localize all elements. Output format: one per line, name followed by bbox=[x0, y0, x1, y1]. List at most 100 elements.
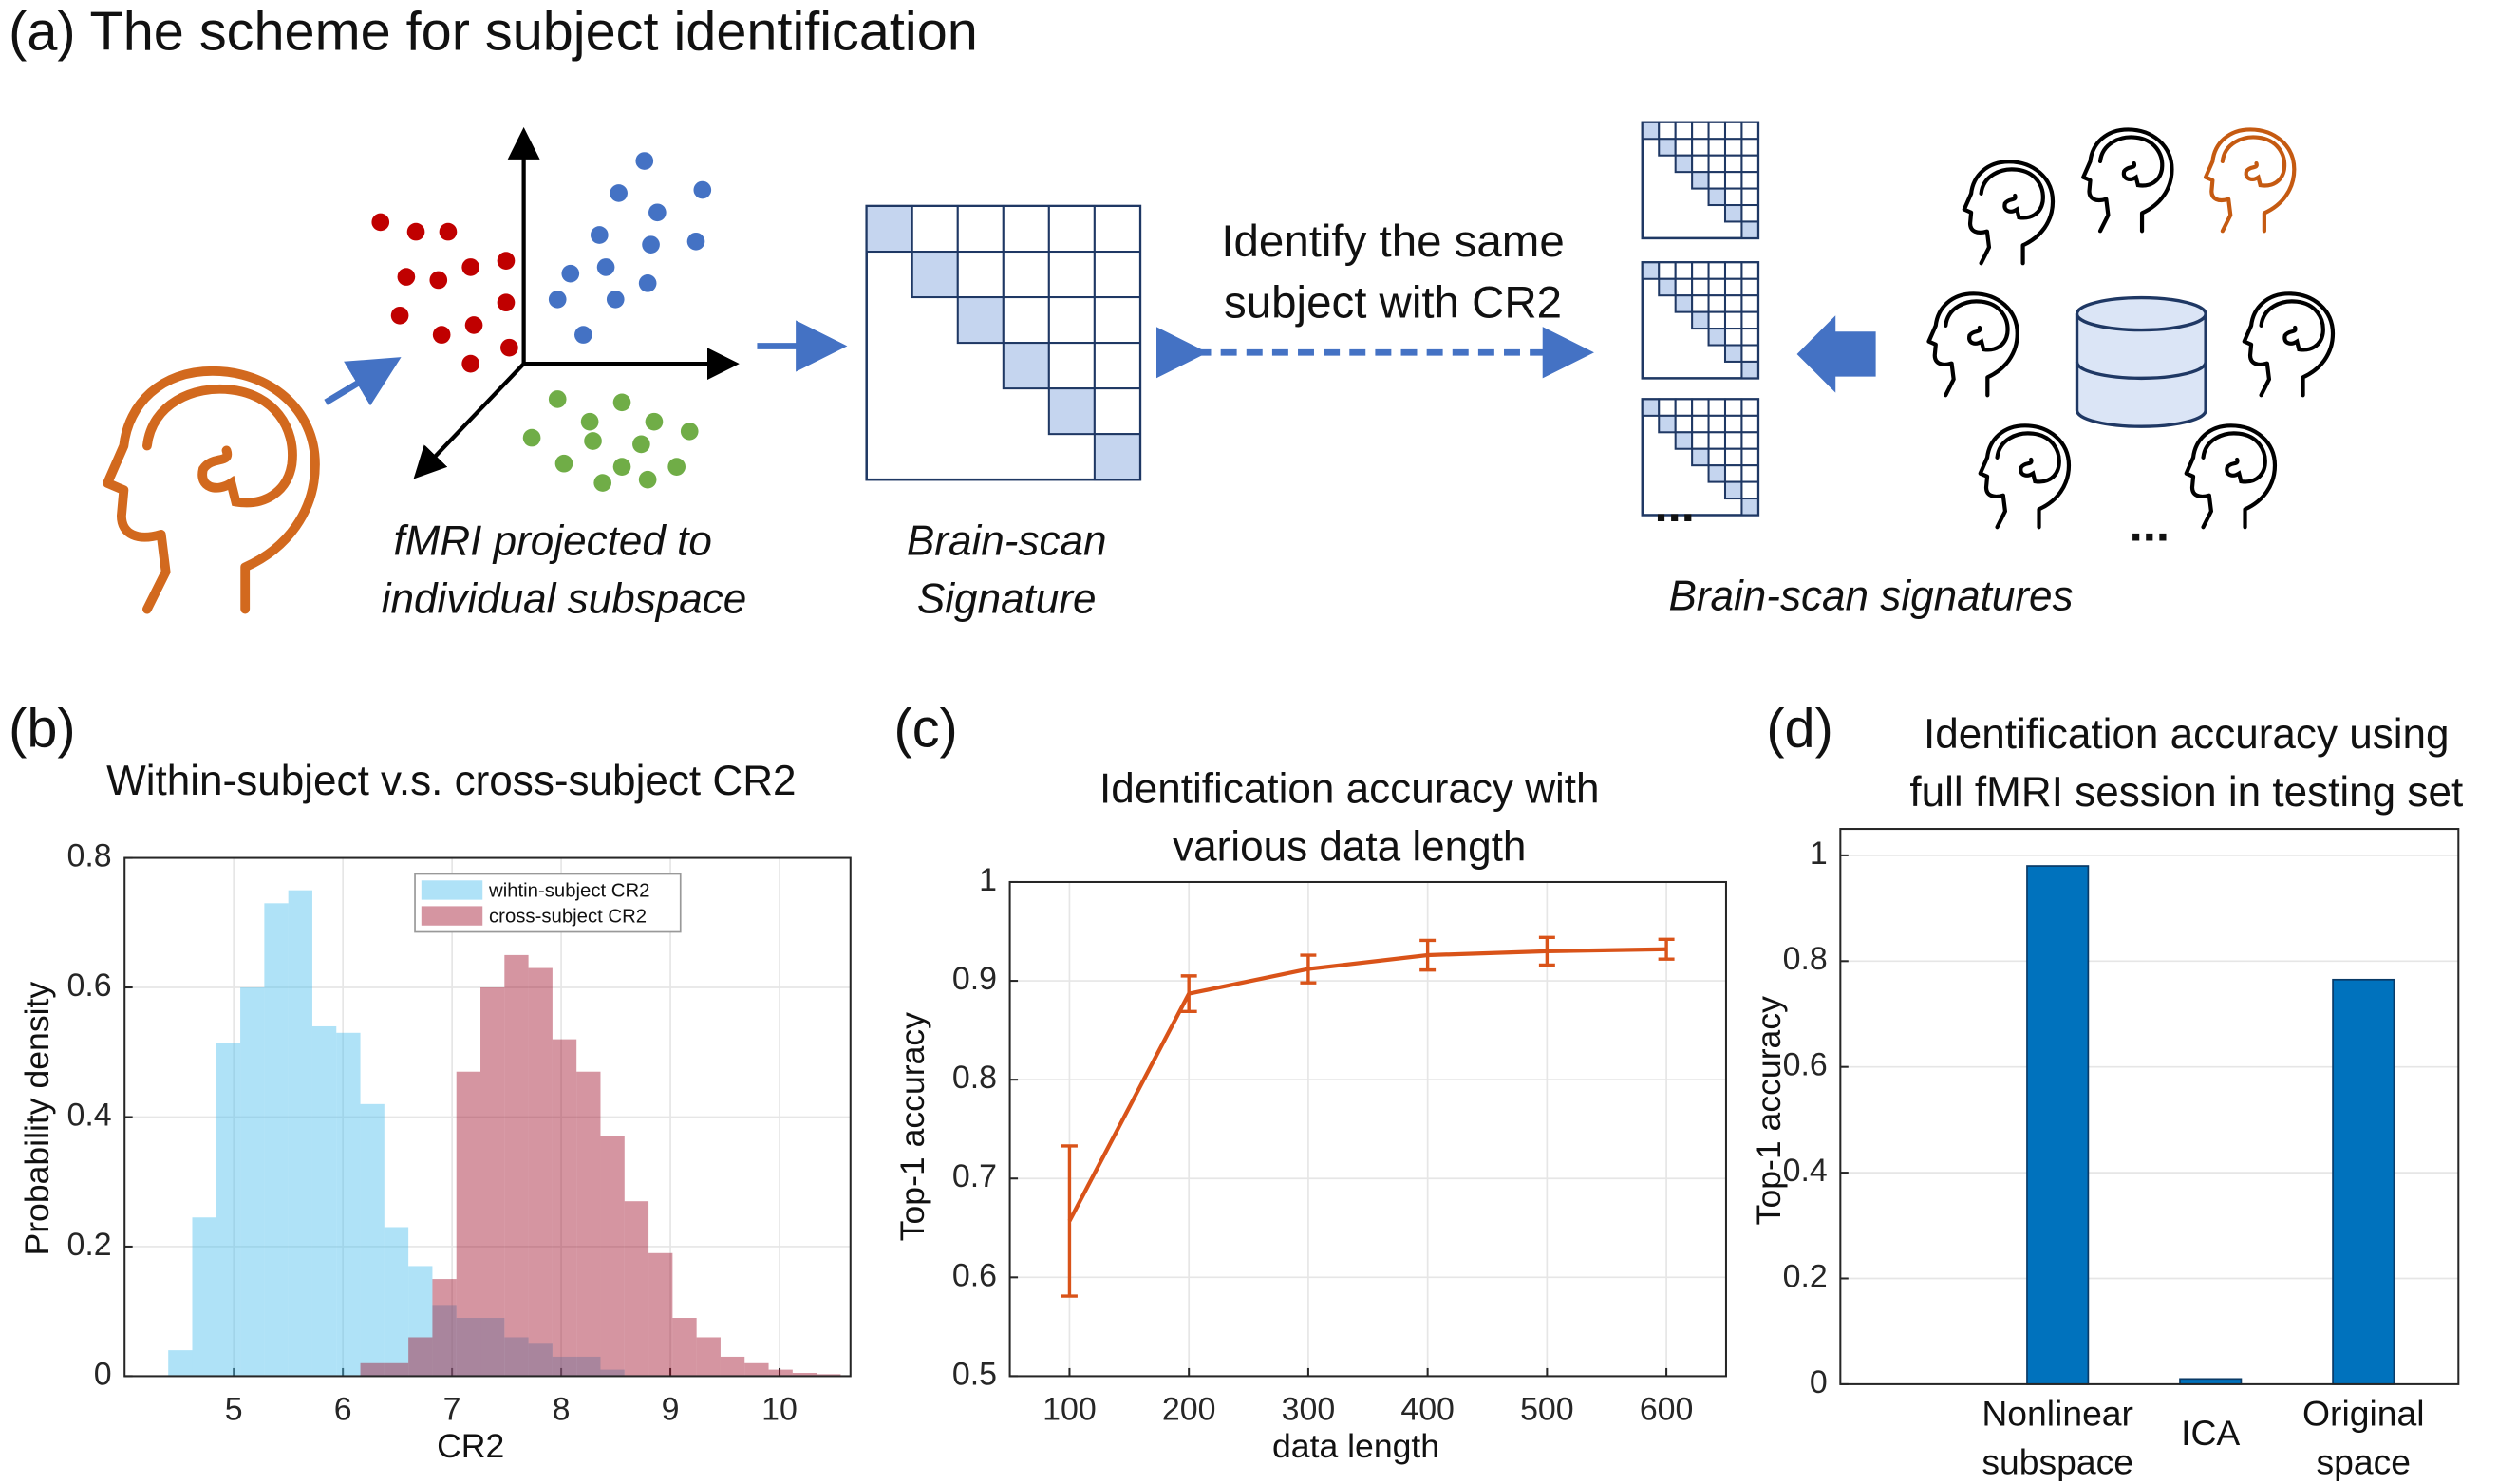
ellipsis: ... bbox=[1655, 478, 1695, 532]
cluster-dot bbox=[432, 326, 451, 344]
cluster-dot bbox=[635, 152, 654, 170]
cluster-dot bbox=[397, 268, 416, 286]
subject-head bbox=[1928, 293, 2017, 395]
cluster-dot bbox=[371, 213, 390, 232]
matrix-cell bbox=[1707, 138, 1727, 157]
legend-label: wihtin-subject CR2 bbox=[488, 881, 649, 902]
signature-matrices bbox=[1641, 121, 1760, 517]
hist-bar bbox=[720, 1356, 745, 1377]
x-tick-label: ICA bbox=[2181, 1413, 2240, 1453]
matrix-cell bbox=[1658, 121, 1677, 141]
ellipsis: ... bbox=[2130, 497, 2170, 551]
matrix-cell bbox=[1723, 121, 1743, 141]
matrix-cell bbox=[1691, 398, 1710, 417]
cylinder-band bbox=[2075, 362, 2207, 381]
hist-bar bbox=[360, 1362, 385, 1377]
scheme-label: Signature bbox=[917, 576, 1097, 623]
matrix-cell bbox=[1723, 431, 1743, 450]
cluster-dot bbox=[406, 222, 425, 241]
subject-head bbox=[2206, 129, 2294, 231]
y-tick-label: 0.2 bbox=[67, 1227, 112, 1263]
matrix-cell bbox=[1723, 328, 1743, 347]
matrix-cell bbox=[956, 251, 1005, 299]
hist-bar bbox=[504, 1337, 529, 1377]
matrix-cell bbox=[1658, 138, 1677, 157]
subject-head bbox=[2187, 425, 2275, 527]
matrix-cell bbox=[1740, 480, 1759, 500]
y-tick-label: 0.6 bbox=[67, 967, 112, 1004]
matrix-cell bbox=[1707, 187, 1727, 207]
cluster-dot bbox=[638, 470, 657, 489]
hist-bar bbox=[552, 1356, 577, 1377]
matrix-cell bbox=[1740, 220, 1759, 239]
cluster-dot bbox=[497, 293, 516, 312]
legend-swatch bbox=[421, 906, 483, 926]
cluster-dot bbox=[632, 435, 650, 454]
cluster-dot bbox=[686, 232, 705, 251]
hist-bar bbox=[264, 903, 289, 1377]
cluster-dot bbox=[497, 252, 516, 270]
cluster-dot bbox=[390, 306, 409, 325]
scheme-label: individual subspace bbox=[382, 576, 747, 623]
hist-bar bbox=[408, 1266, 433, 1377]
hist-bar bbox=[768, 1369, 793, 1377]
matrix-cell bbox=[1740, 310, 1759, 330]
x-axis-label: CR2 bbox=[437, 1427, 504, 1465]
matrix-cell bbox=[1707, 431, 1727, 450]
panel-label: (b) bbox=[9, 699, 75, 760]
matrix-cell bbox=[1002, 342, 1050, 390]
legend-label: cross-subject CR2 bbox=[489, 907, 647, 928]
x-tick-label: 8 bbox=[553, 1392, 571, 1428]
x-tick-label: subspace bbox=[1982, 1442, 2133, 1482]
hist-bar bbox=[576, 1356, 601, 1377]
cluster-dot bbox=[606, 290, 625, 309]
matrix-cell bbox=[1723, 171, 1743, 190]
matrix-cell bbox=[1047, 342, 1096, 390]
hist-bar bbox=[576, 1071, 601, 1377]
matrix-cell bbox=[1707, 310, 1727, 330]
hist-bar bbox=[504, 954, 529, 1377]
matrix-cell bbox=[1674, 138, 1694, 157]
error-bar bbox=[1061, 1144, 1078, 1298]
hist-bar bbox=[336, 1032, 361, 1377]
cluster-dot bbox=[667, 458, 686, 476]
matrix-cell bbox=[1723, 344, 1743, 363]
cluster-dot bbox=[561, 264, 580, 283]
matrix-cell bbox=[1723, 294, 1743, 313]
bar bbox=[2026, 865, 2090, 1385]
matrix-cell bbox=[1707, 261, 1727, 280]
cluster-dot bbox=[548, 290, 567, 309]
subject-head bbox=[2083, 129, 2171, 231]
matrix-cell bbox=[1691, 414, 1710, 434]
axes-frame bbox=[123, 856, 852, 1378]
matrix-cell bbox=[1740, 277, 1759, 297]
cluster-dot bbox=[610, 184, 628, 202]
matrix-cell bbox=[1691, 261, 1710, 280]
cluster-dot bbox=[554, 454, 573, 473]
x-axis-label: data length bbox=[1272, 1427, 1439, 1465]
cluster-dot bbox=[648, 203, 667, 222]
error-bar bbox=[1538, 935, 1555, 967]
chart-title: full fMRI session in testing set bbox=[1909, 769, 2463, 816]
axes-frame bbox=[1008, 880, 1727, 1378]
matrix-cell bbox=[1740, 328, 1759, 347]
hist-bar bbox=[168, 1350, 193, 1377]
matrix-cell bbox=[1707, 294, 1727, 313]
matrix-cell bbox=[1093, 251, 1141, 299]
y-tick-label: 0 bbox=[94, 1356, 112, 1392]
x-tick-label: 7 bbox=[443, 1392, 461, 1428]
matrix-cell bbox=[1093, 433, 1141, 481]
cluster-dot bbox=[461, 354, 480, 373]
matrix-cell bbox=[1740, 464, 1759, 483]
matrix-cell bbox=[956, 204, 1005, 254]
hist-bar bbox=[792, 1373, 817, 1377]
matrix-cell bbox=[1674, 294, 1694, 313]
subject-head bbox=[1964, 161, 2053, 263]
hist-bar bbox=[432, 1305, 457, 1377]
matrix-cell bbox=[1641, 261, 1661, 280]
matrix-cell bbox=[1047, 387, 1096, 436]
cluster-dot bbox=[612, 458, 631, 476]
x-tick-label: 200 bbox=[1162, 1392, 1216, 1428]
y-tick-label: 0.2 bbox=[1783, 1258, 1828, 1294]
